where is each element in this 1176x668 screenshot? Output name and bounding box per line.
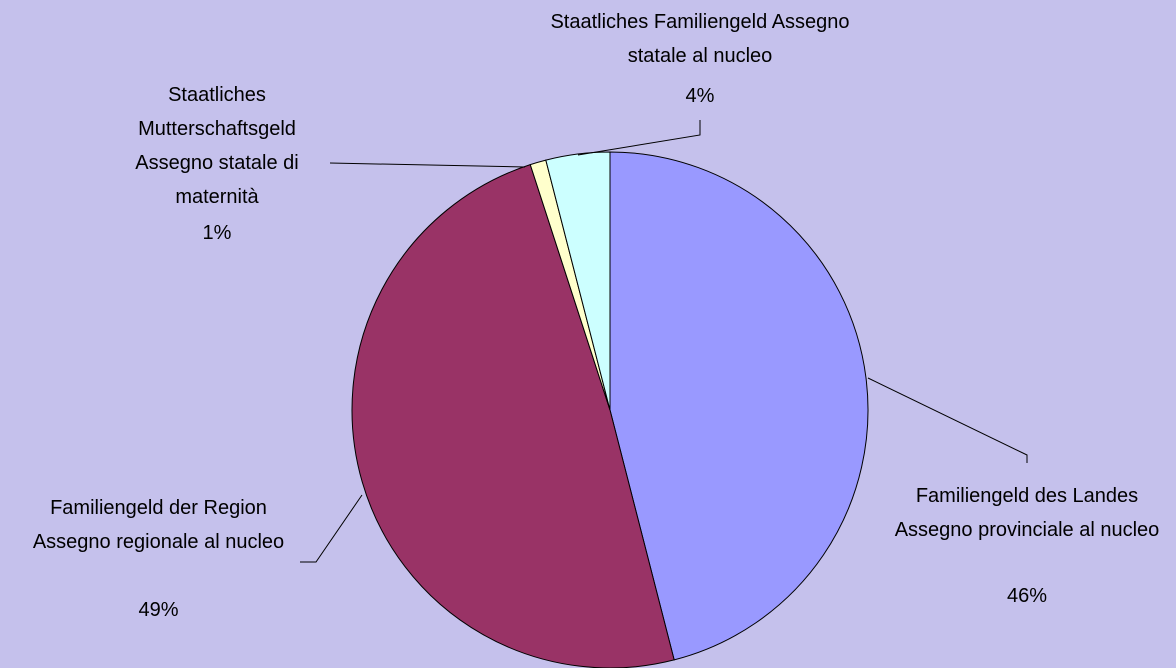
value-label: 4%	[685, 85, 715, 107]
pie-slice	[351, 163, 675, 668]
pie-slice	[545, 151, 611, 411]
value-label: 46%	[1006, 585, 1048, 607]
leader-line	[577, 120, 701, 156]
slice-label: Staatliches Familiengeld Assegno statale…	[550, 11, 850, 67]
leader-line	[329, 162, 526, 168]
slice-label: Familiengeld des Landes Assegno provinci…	[894, 485, 1160, 541]
slice-label: Staatliches Mutterschaftsgeld Assegno st…	[135, 84, 299, 208]
pie-slice	[609, 151, 869, 661]
leader-line	[867, 377, 1028, 463]
leader-line	[300, 494, 363, 563]
value-label: 49%	[138, 599, 179, 621]
value-label: 1%	[202, 222, 232, 244]
slice-label: Familiengeld der Region Assegno regional…	[32, 497, 285, 553]
